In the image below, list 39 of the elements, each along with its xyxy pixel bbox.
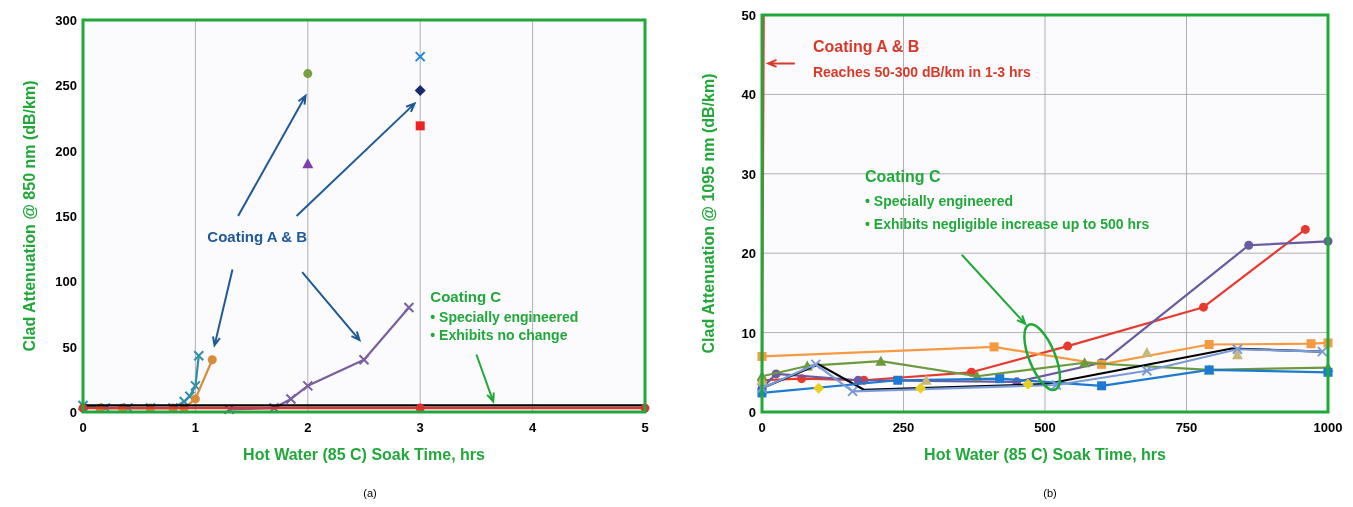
x-tick-label: 3: [416, 420, 424, 435]
y-tick-label: 10: [741, 325, 756, 341]
x-tick-label: 5: [641, 420, 649, 435]
y-tick-label: 50: [62, 339, 77, 355]
annotation: Reaches 50-300 dB/km in 1-3 hrs: [812, 63, 1032, 80]
annotation: Coating A & B: [207, 228, 308, 246]
x-tick-label: 0: [758, 420, 766, 435]
y-tick-label: 30: [741, 166, 756, 182]
x-tick-label: 4: [528, 420, 537, 435]
x-tick-label: 1000: [1313, 420, 1343, 435]
y-tick-label: 20: [741, 246, 756, 262]
y-tick-label: 250: [55, 78, 77, 94]
y-tick-label: 300: [55, 13, 77, 28]
y-tick-label: 100: [55, 274, 77, 290]
y-tick-label: 200: [55, 143, 77, 159]
y-tick-label: 40: [741, 87, 756, 103]
x-axis-title: Hot Water (85 C) Soak Time, hrs: [924, 446, 1167, 463]
y-tick-label: 150: [55, 209, 77, 224]
annotation: Coating A & B: [812, 38, 920, 56]
annotation: • Exhibits no change: [430, 327, 568, 344]
x-tick-label: 500: [1034, 420, 1056, 435]
y-tick-label: 0: [748, 405, 756, 420]
x-tick-label: 750: [1175, 420, 1198, 435]
x-tick-label: 0: [79, 420, 87, 435]
x-tick-label: 250: [892, 420, 915, 435]
x-tick-label: 2: [304, 420, 312, 435]
annotation: • Specially engineered: [865, 192, 1014, 209]
x-tick-label: 1: [191, 420, 200, 435]
text: (b): [1043, 487, 1057, 499]
annotation: • Exhibits negligible increase up to 500 hrs: [865, 216, 1150, 233]
y-axis-title: Clad Attenuation @ 1095 nm (dB/km): [700, 73, 717, 354]
annotation: Coating C: [430, 288, 502, 306]
annotation: • Specially engineered: [430, 308, 579, 325]
y-tick-label: 0: [69, 405, 77, 420]
text: (a): [363, 487, 377, 499]
annotation: Coating C: [865, 167, 941, 185]
y-axis-title: Clad Attenuation @ 850 nm (dB/km): [21, 80, 38, 352]
x-axis-title: Hot Water (85 C) Soak Time, hrs: [243, 446, 486, 463]
y-tick-label: 50: [741, 8, 756, 23]
